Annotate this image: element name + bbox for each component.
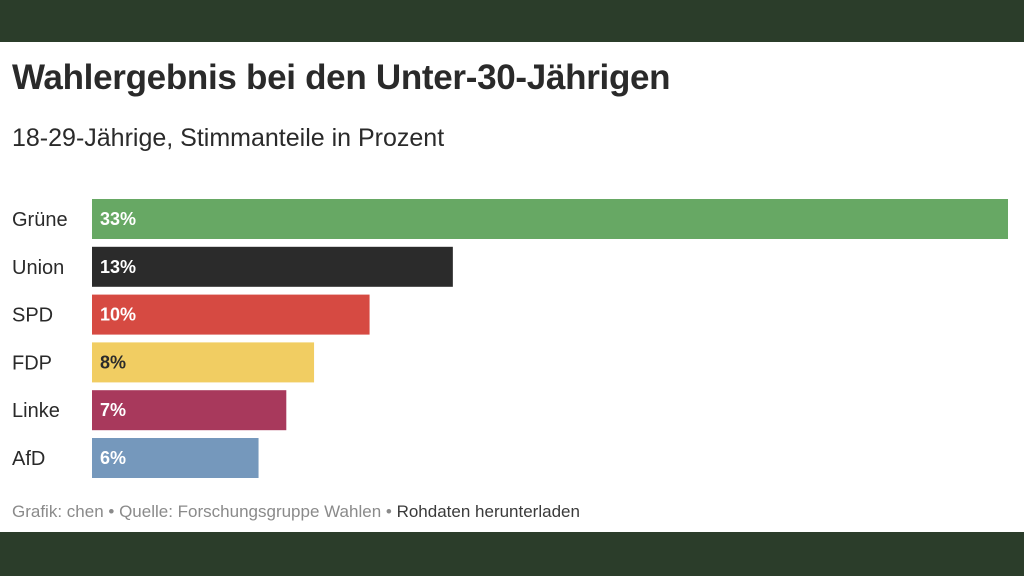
- source-text: Quelle: Forschungsgruppe Wahlen: [119, 502, 382, 521]
- category-label-3: FDP: [12, 352, 52, 374]
- chart-card: Wahlergebnis bei den Unter-30-Jährigen 1…: [0, 42, 1024, 532]
- value-label-3: 8%: [100, 352, 126, 372]
- bar-2: [92, 294, 370, 335]
- bar-1: [92, 246, 453, 287]
- category-label-2: SPD: [12, 305, 53, 327]
- chart-title: Wahlergebnis bei den Unter-30-Jährigen: [12, 58, 671, 97]
- bar-0: [92, 199, 1008, 239]
- bar-5: [92, 438, 259, 478]
- footer-separator: •: [108, 502, 115, 521]
- category-label-0: Grüne: [12, 209, 68, 231]
- footer-separator: •: [385, 502, 392, 521]
- bar-chart: Grüne 33% Union 13% SPD 10% FDP 8% Linke 7% AfD 6%: [12, 199, 1008, 478]
- chart-footer: Grafik: chen • Quelle: Forschungsgruppe …: [12, 502, 580, 522]
- value-label-4: 7%: [100, 400, 126, 420]
- credit-text: Grafik: chen: [12, 502, 104, 521]
- bar-3: [92, 342, 315, 383]
- value-label-2: 10%: [100, 305, 136, 325]
- category-label-5: AfD: [12, 448, 45, 470]
- category-label-4: Linke: [12, 400, 60, 422]
- bar-4: [92, 390, 287, 431]
- value-label-5: 6%: [100, 448, 126, 468]
- download-raw-data-link[interactable]: Rohdaten herunterladen: [396, 502, 580, 521]
- value-label-0: 33%: [100, 209, 136, 229]
- value-label-1: 13%: [100, 257, 136, 277]
- chart-subtitle: 18-29-Jährige, Stimmanteile in Prozent: [12, 124, 445, 152]
- category-label-1: Union: [12, 257, 64, 279]
